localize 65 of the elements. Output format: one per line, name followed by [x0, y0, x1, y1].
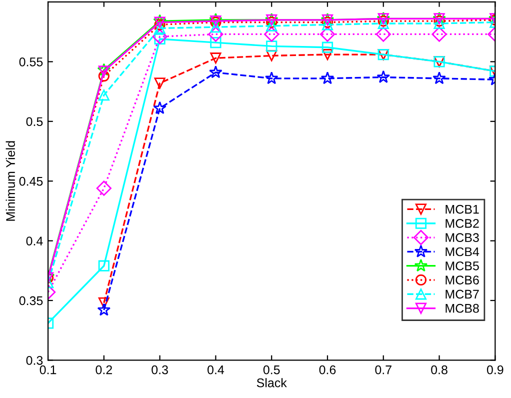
legend-label: MCB6 — [446, 276, 479, 284]
y-tick-label: 0.35 — [19, 296, 43, 306]
point — [266, 50, 278, 62]
point — [153, 14, 166, 27]
point — [434, 16, 445, 27]
point — [208, 26, 224, 42]
point — [264, 71, 278, 84]
x-tick-label: 0.2 — [96, 365, 112, 374]
legend-label: MCB5 — [446, 261, 479, 270]
x-tick-label: 0.5 — [263, 365, 280, 374]
y-tick-label: 0.45 — [19, 176, 43, 186]
point — [210, 22, 222, 33]
point — [98, 260, 110, 272]
legend-label: MCB7 — [446, 290, 479, 299]
point — [210, 52, 222, 64]
legend-label: MCB3 — [446, 233, 479, 242]
y-axis-title: Minimum Yield — [6, 141, 15, 221]
y-tick-label: 0.4 — [26, 236, 43, 246]
point — [96, 180, 112, 196]
point — [378, 18, 389, 30]
point — [154, 16, 166, 28]
point — [98, 90, 110, 101]
point — [153, 101, 166, 114]
legend-label: MCB2 — [446, 219, 479, 228]
point — [322, 19, 334, 30]
point — [322, 48, 334, 60]
point — [432, 26, 447, 42]
point — [97, 63, 111, 76]
x-tick-label: 0.3 — [152, 365, 168, 374]
point — [97, 303, 111, 316]
point — [264, 26, 280, 42]
y-tick-label: 0.3 — [26, 356, 43, 365]
x-tick-label: 0.9 — [486, 365, 504, 374]
point — [376, 26, 391, 42]
y-tick-label: 0.5 — [26, 117, 43, 126]
point — [378, 16, 389, 27]
point — [434, 18, 445, 30]
point — [266, 16, 278, 28]
point — [266, 40, 278, 52]
point — [209, 65, 222, 78]
x-axis-title: Slack — [256, 378, 287, 388]
point — [432, 71, 446, 84]
point — [322, 16, 334, 28]
point — [320, 26, 336, 42]
legend-label: MCB1 — [446, 204, 479, 214]
point — [210, 37, 222, 48]
point — [322, 42, 334, 53]
x-tick-label: 0.7 — [375, 365, 392, 374]
point — [152, 29, 168, 44]
x-tick-label: 0.6 — [319, 365, 336, 374]
y-tick-label: 0.55 — [19, 57, 43, 66]
point — [376, 70, 390, 83]
x-tick-label: 0.1 — [40, 365, 56, 374]
point — [154, 22, 166, 34]
point — [98, 70, 110, 82]
legend-label: MCB8 — [446, 304, 479, 313]
point — [98, 297, 110, 308]
point — [154, 19, 166, 30]
point — [320, 71, 334, 84]
legend-label: MCB4 — [446, 247, 480, 256]
x-tick-label: 0.8 — [431, 365, 448, 374]
x-tick-label: 0.4 — [208, 365, 224, 374]
point — [154, 78, 166, 89]
point — [98, 66, 110, 77]
point — [266, 20, 278, 32]
